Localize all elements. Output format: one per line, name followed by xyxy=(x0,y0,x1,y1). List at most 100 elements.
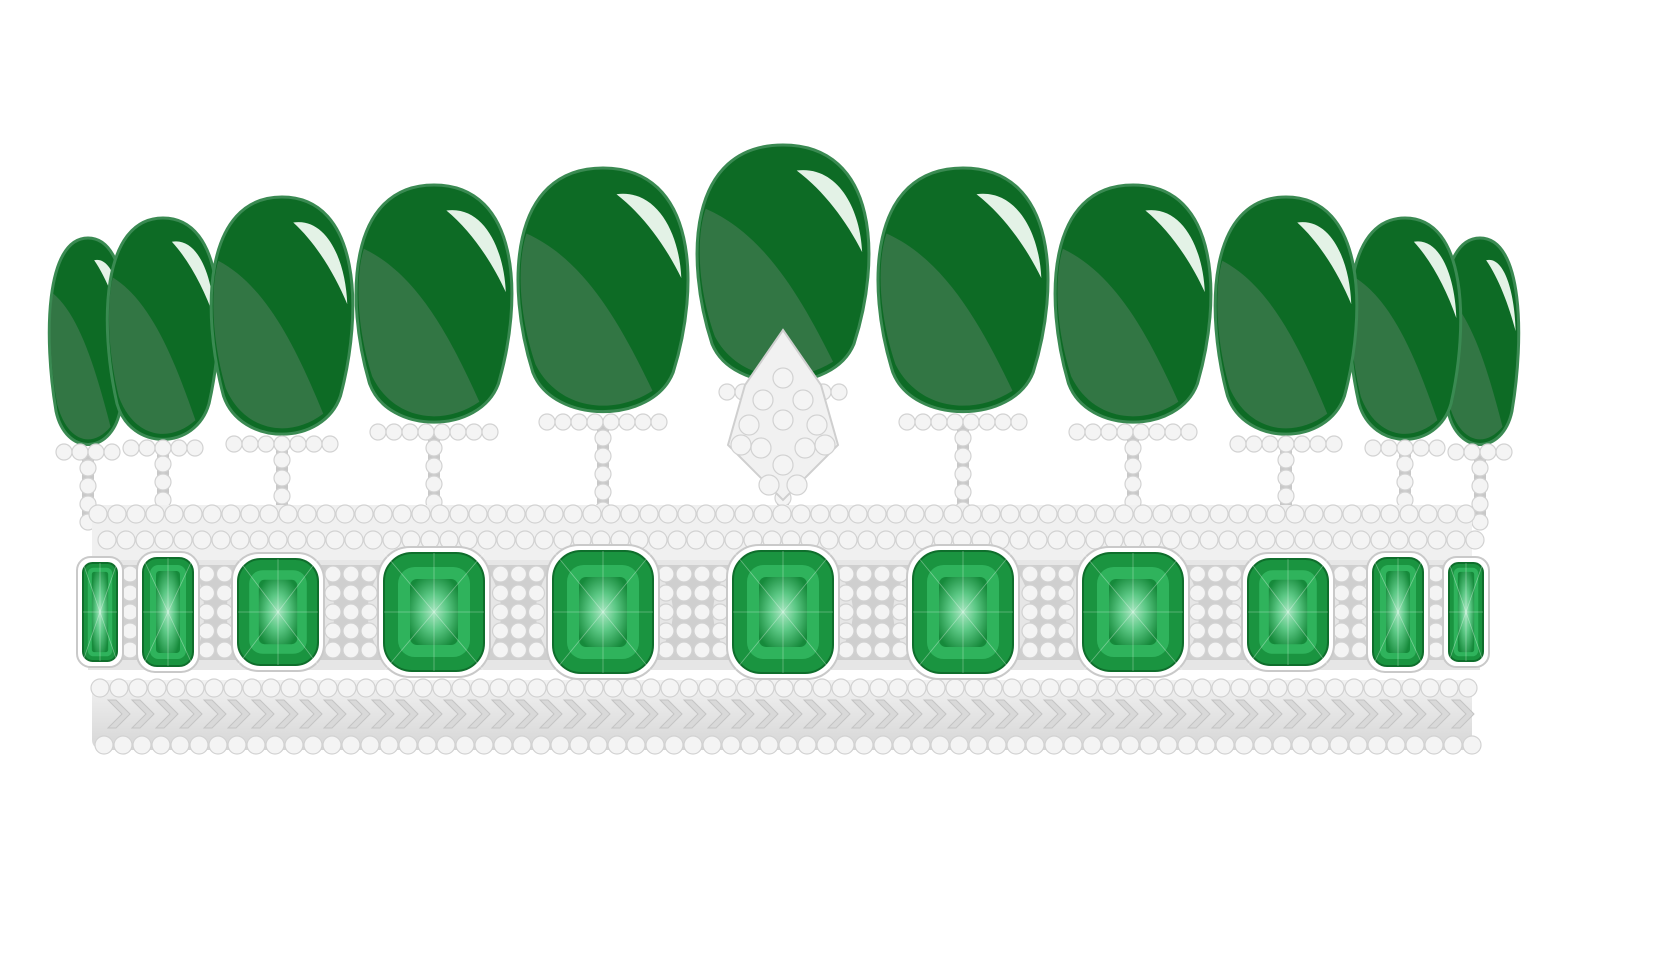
pearl xyxy=(1275,530,1295,550)
pearl xyxy=(122,439,140,457)
cabochon-highlight xyxy=(293,222,348,305)
pearl xyxy=(135,530,155,550)
pearl xyxy=(814,434,836,456)
pearl xyxy=(1342,504,1362,524)
pearl xyxy=(138,439,156,457)
pearl xyxy=(978,413,996,431)
pearl xyxy=(983,678,1003,698)
pearl xyxy=(1351,530,1371,550)
pearl xyxy=(1361,504,1381,524)
pearl xyxy=(531,735,551,755)
pearl xyxy=(891,584,909,602)
facet-line xyxy=(912,550,1014,674)
pearl xyxy=(693,641,711,659)
pearl xyxy=(1389,530,1409,550)
pearl xyxy=(1396,455,1414,473)
pearl xyxy=(487,504,507,524)
pearl xyxy=(1188,641,1207,659)
herringbone-segment xyxy=(730,699,755,729)
pearl xyxy=(55,443,73,461)
pearl xyxy=(724,530,744,550)
herringbone-segment xyxy=(1426,699,1451,729)
pearl xyxy=(1285,504,1305,524)
pearl xyxy=(1405,735,1425,755)
pearl xyxy=(342,603,360,621)
cabochon-highlight xyxy=(796,170,863,253)
pearl xyxy=(816,735,836,755)
pearl xyxy=(854,735,874,755)
cabochon-highlight xyxy=(1486,259,1516,332)
pearl xyxy=(325,530,345,550)
herringbone-segment xyxy=(322,699,347,729)
pearl xyxy=(109,678,129,698)
pearl xyxy=(774,678,794,698)
herringbone-segment xyxy=(610,699,635,729)
pearl xyxy=(857,530,877,550)
herringbone-segment xyxy=(226,699,251,729)
pearl xyxy=(1124,439,1142,457)
pearl xyxy=(1247,504,1267,524)
pearl xyxy=(620,504,640,524)
pearl xyxy=(740,735,760,755)
pearl xyxy=(898,413,916,431)
pearl xyxy=(225,435,243,453)
pearl xyxy=(417,423,435,441)
pearl xyxy=(702,735,722,755)
pearl xyxy=(1039,603,1057,621)
pearl xyxy=(360,735,380,755)
pearl xyxy=(675,622,693,640)
pearl xyxy=(873,641,891,659)
facet-line xyxy=(383,552,485,672)
pearl xyxy=(964,678,984,698)
pearl xyxy=(257,435,275,453)
pearl xyxy=(750,437,772,459)
pearl xyxy=(1443,735,1463,755)
pearl xyxy=(90,678,110,698)
herringbone-segment xyxy=(898,699,923,729)
pearl xyxy=(392,504,412,524)
herringbone-segment xyxy=(1210,699,1235,729)
herringbone-segment xyxy=(1354,699,1379,729)
pearl xyxy=(1364,439,1382,457)
pearl xyxy=(227,735,247,755)
cabochon-highlight xyxy=(171,241,215,318)
pearl xyxy=(79,477,97,495)
pearl xyxy=(1408,530,1428,550)
pearl xyxy=(626,735,646,755)
pearl xyxy=(1332,641,1351,659)
pearl xyxy=(831,678,851,698)
pearl xyxy=(1420,678,1440,698)
pearl xyxy=(569,735,589,755)
pearl xyxy=(634,413,652,431)
pearl xyxy=(584,678,604,698)
pearl xyxy=(850,678,870,698)
herringbone-segment xyxy=(682,699,707,729)
pearl xyxy=(527,622,546,640)
pearl xyxy=(506,504,526,524)
pearl xyxy=(618,413,636,431)
pearl xyxy=(930,735,950,755)
pearl xyxy=(121,641,139,659)
pearl xyxy=(197,622,216,640)
pearl xyxy=(197,565,216,583)
facet-line xyxy=(1448,562,1484,662)
pearl xyxy=(305,435,323,453)
pearl xyxy=(449,423,467,441)
pearl xyxy=(525,504,545,524)
pearl xyxy=(945,678,965,698)
pearl xyxy=(166,678,186,698)
pearl xyxy=(360,565,378,583)
herringbone-segment xyxy=(370,699,395,729)
pearl xyxy=(1380,439,1398,457)
pearl xyxy=(1399,504,1419,524)
pearl xyxy=(1206,603,1225,621)
pearl xyxy=(1332,565,1351,583)
herringbone-segment xyxy=(202,699,227,729)
pearl xyxy=(79,459,97,477)
pearl xyxy=(645,735,665,755)
pearl xyxy=(491,603,510,621)
herringbone-segment xyxy=(562,699,587,729)
pearl xyxy=(650,413,668,431)
pearl xyxy=(1173,678,1193,698)
pearl xyxy=(509,565,528,583)
